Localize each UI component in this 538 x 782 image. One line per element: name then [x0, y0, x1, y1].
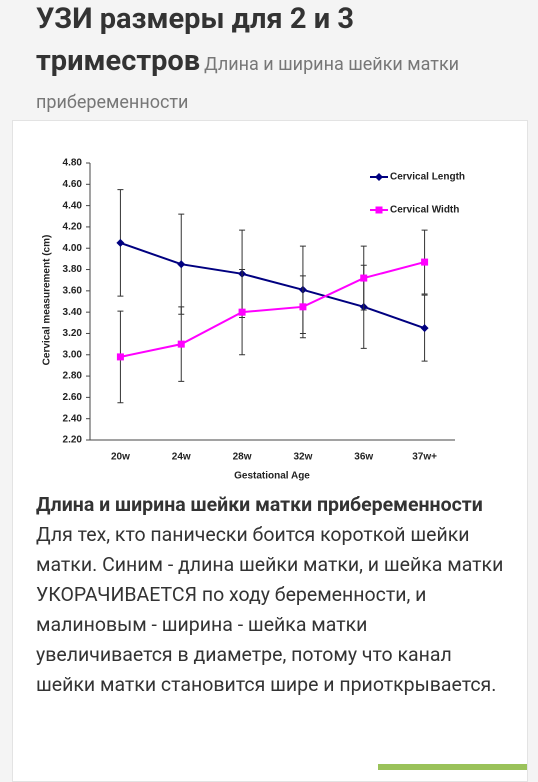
caption-text: Для тех, кто панически боится короткой ш… — [36, 523, 504, 696]
y-tick-label: 3.00 — [63, 349, 83, 360]
marker — [177, 260, 186, 269]
marker — [177, 340, 185, 348]
y-axis-label: Cervical measurement (cm) — [42, 235, 53, 366]
marker — [375, 206, 383, 214]
page-title: УЗИ размеры для 2 и 3 триместров — [36, 2, 354, 78]
y-tick-label: 3.40 — [63, 307, 83, 318]
marker — [299, 303, 307, 311]
marker — [360, 274, 368, 282]
x-tick-label: 37w+ — [412, 452, 437, 463]
y-tick-label: 4.60 — [63, 179, 83, 190]
y-tick-label: 3.20 — [63, 328, 83, 339]
y-tick-label: 2.40 — [63, 413, 83, 424]
card — [12, 120, 528, 782]
caption: Длина и ширина шейки матки прибеременнос… — [36, 490, 506, 700]
marker — [116, 353, 124, 361]
legend-label: Cervical Length — [390, 172, 465, 183]
y-tick-label: 4.80 — [63, 158, 83, 169]
y-tick-label: 2.60 — [63, 392, 83, 403]
marker — [238, 308, 246, 316]
y-tick-label: 3.80 — [63, 264, 83, 275]
marker — [421, 258, 429, 266]
marker — [420, 324, 429, 333]
y-tick-label: 4.20 — [63, 222, 83, 233]
x-tick-label: 20w — [111, 452, 130, 463]
page-subtitle: Длина и ширина шейки матки прибеременнос… — [36, 54, 460, 113]
legend-label: Cervical Width — [390, 205, 459, 216]
chart: Cervical measurement (cm) Gestational Ag… — [42, 158, 465, 482]
y-tick-label: 2.20 — [63, 435, 83, 446]
header: УЗИ размеры для 2 и 3 триместров Длина и… — [36, 0, 516, 122]
y-tick-label: 2.80 — [63, 371, 83, 382]
x-tick-label: 32w — [293, 452, 312, 463]
marker — [116, 238, 125, 247]
series-line — [120, 261, 425, 358]
y-tick-label: 4.40 — [63, 200, 83, 211]
series-line — [120, 241, 425, 330]
caption-title: Длина и ширина шейки матки прибеременнос… — [36, 493, 483, 516]
x-tick-label: 24w — [172, 452, 191, 463]
y-tick-label: 3.60 — [63, 285, 83, 296]
marker — [375, 173, 383, 181]
x-tick-label: 36w — [354, 452, 373, 463]
x-tick-label: 28w — [233, 452, 252, 463]
button[interactable] — [378, 764, 527, 770]
x-axis-label: Gestational Age — [234, 471, 310, 482]
y-tick-label: 4.00 — [63, 243, 83, 254]
